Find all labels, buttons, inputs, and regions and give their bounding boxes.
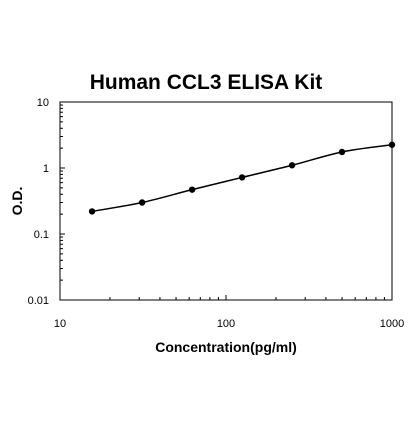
plot-frame <box>59 101 393 301</box>
y-axis: 0.01 0.1 1 10 <box>28 97 65 307</box>
x-tick-label: 100 <box>217 318 235 330</box>
y-axis-label: O.D. <box>9 187 25 216</box>
data-point <box>388 141 396 148</box>
data-point <box>238 174 246 181</box>
data-point <box>338 148 346 156</box>
x-tick-label: 1000 <box>380 318 404 330</box>
x-tick-label: 10 <box>54 318 66 330</box>
y-tick-label: 0.01 <box>28 295 49 307</box>
y-tick-label: 1 <box>43 163 49 175</box>
x-axis: 10 100 1000 <box>54 295 404 330</box>
y-tick-label: 0.1 <box>34 229 49 241</box>
chart-title: Human CCL3 ELISA Kit <box>90 71 323 94</box>
data-point <box>138 199 146 206</box>
data-points <box>88 141 396 215</box>
data-point <box>288 162 296 169</box>
data-point <box>88 208 96 215</box>
data-point <box>188 186 196 193</box>
y-tick-label: 10 <box>37 97 49 109</box>
x-axis-label: Concentration(pg/ml) <box>155 339 297 355</box>
